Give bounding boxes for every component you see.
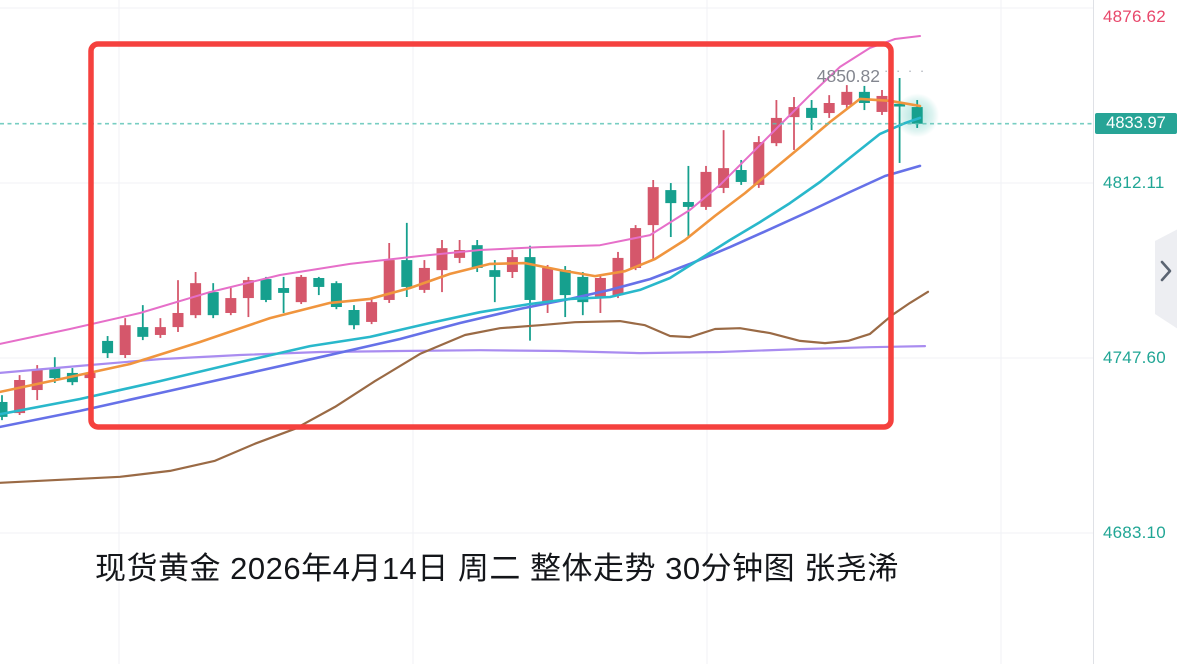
high-price-label: 4850.82 [816,66,880,86]
axis-price-label: 4876.62 [1103,7,1166,26]
current-price-badge: 4833.97 [1095,113,1177,135]
chevron-right-icon [1160,260,1172,282]
axis-price-label: 4812.11 [1103,173,1165,192]
annotation-rectangle [88,41,894,430]
ma-line-orange [0,97,922,394]
candlestick-series [0,77,923,421]
panel-expand-button[interactable] [1154,224,1177,330]
axis-price-label: 4747.60 [1103,348,1166,368]
ma-line-purple [0,345,927,374]
ma-line-brown [0,290,930,484]
axis-price-label: 4683.10 [1103,523,1166,542]
high-price-dots: · · · · [884,63,927,78]
ma-line-pink [0,35,921,345]
ma-line-blue [0,164,922,429]
price-axis[interactable]: 4876.62 4812.11 4747.60 4683.10 4833.97 [1093,0,1177,664]
ma-line-cyan [0,116,922,416]
chart-title: 现货黄金 2026年4月14日 周二 整体走势 30分钟图 张尧浠 [95,551,899,586]
